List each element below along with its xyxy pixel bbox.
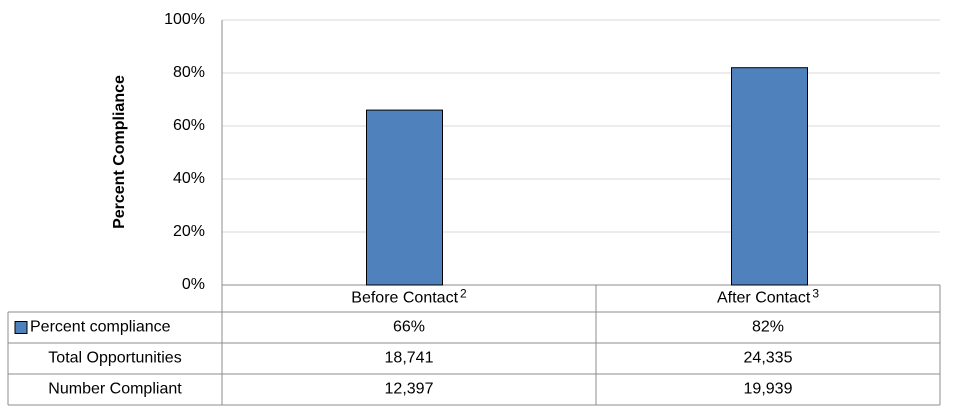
y-tick-label: 100% [164,11,205,28]
y-tick-label: 60% [173,117,205,134]
y-axis-label: Percent Compliance [111,75,128,229]
cell: 12,397 [385,381,434,398]
x-tick-label: After Contact 3 [717,287,819,307]
row-label: Total Opportunities [48,350,181,367]
cell: 18,741 [385,350,434,367]
legend-swatch [14,321,28,334]
value-label: 66% [393,319,425,336]
y-tick-label: 40% [173,170,205,187]
legend-label: Percent compliance [30,319,171,336]
y-tick-label: 20% [173,223,205,240]
y-tick-label: 80% [173,64,205,81]
y-tick-label: 0% [182,276,205,293]
category-name: Before Contact [351,290,458,307]
category-note: 3 [812,287,819,301]
cell: 19,939 [744,381,793,398]
x-tick-label: Before Contact 2 [351,287,467,307]
category-name: After Contact [717,290,811,307]
value-label: 82% [752,319,784,336]
category-note: 2 [460,287,467,301]
bar [731,67,808,286]
bar [366,109,443,286]
row-label: Number Compliant [48,381,182,398]
cell: 24,335 [744,350,793,367]
